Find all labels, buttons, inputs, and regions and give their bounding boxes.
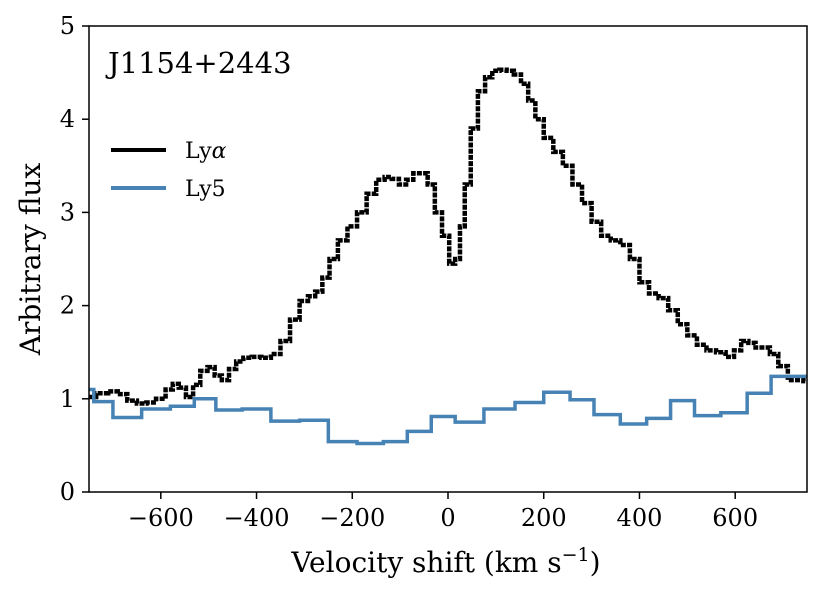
- legend-label-ly5: Ly5: [185, 177, 226, 202]
- x-axis-label: Velocity shift (km s−1): [290, 544, 600, 579]
- ticks: −600 −400 −200 0 200 400 600 0 1 2 3 4 5: [60, 12, 758, 532]
- y-axis-label: Arbitrary flux: [14, 163, 47, 357]
- x-tick-label: 600: [712, 504, 758, 532]
- y-tick-label: 2: [60, 292, 75, 320]
- y-tick-label: 0: [60, 478, 75, 506]
- plot-frame: [88, 25, 808, 493]
- plot-area: [89, 67, 807, 446]
- series-line-ly5: [89, 374, 807, 446]
- y-tick-label: 4: [60, 105, 75, 133]
- x-axis-label-superscript: −1: [562, 544, 590, 566]
- series-line-lya: [89, 67, 807, 406]
- annotation-label: J1154+2443: [105, 46, 292, 80]
- x-tick-label: 200: [521, 504, 567, 532]
- x-tick-label: −400: [224, 504, 290, 532]
- x-axis-label-main: Velocity shift (km s: [290, 546, 561, 579]
- legend-label-lya: Lyα: [185, 139, 227, 164]
- x-tick-label: −200: [319, 504, 385, 532]
- y-tick-label: 3: [60, 198, 75, 226]
- y-tick-label: 5: [60, 12, 75, 40]
- legend-label-lya-greek: α: [212, 139, 227, 164]
- x-axis-label-close: ): [590, 546, 601, 579]
- x-tick-label: 400: [617, 504, 663, 532]
- x-tick-label: −600: [128, 504, 194, 532]
- legend: Lyα Ly5: [111, 139, 227, 202]
- y-tick-label: 1: [60, 385, 75, 413]
- legend-label-lya-base: Ly: [185, 139, 212, 164]
- x-tick-label: 0: [440, 504, 455, 532]
